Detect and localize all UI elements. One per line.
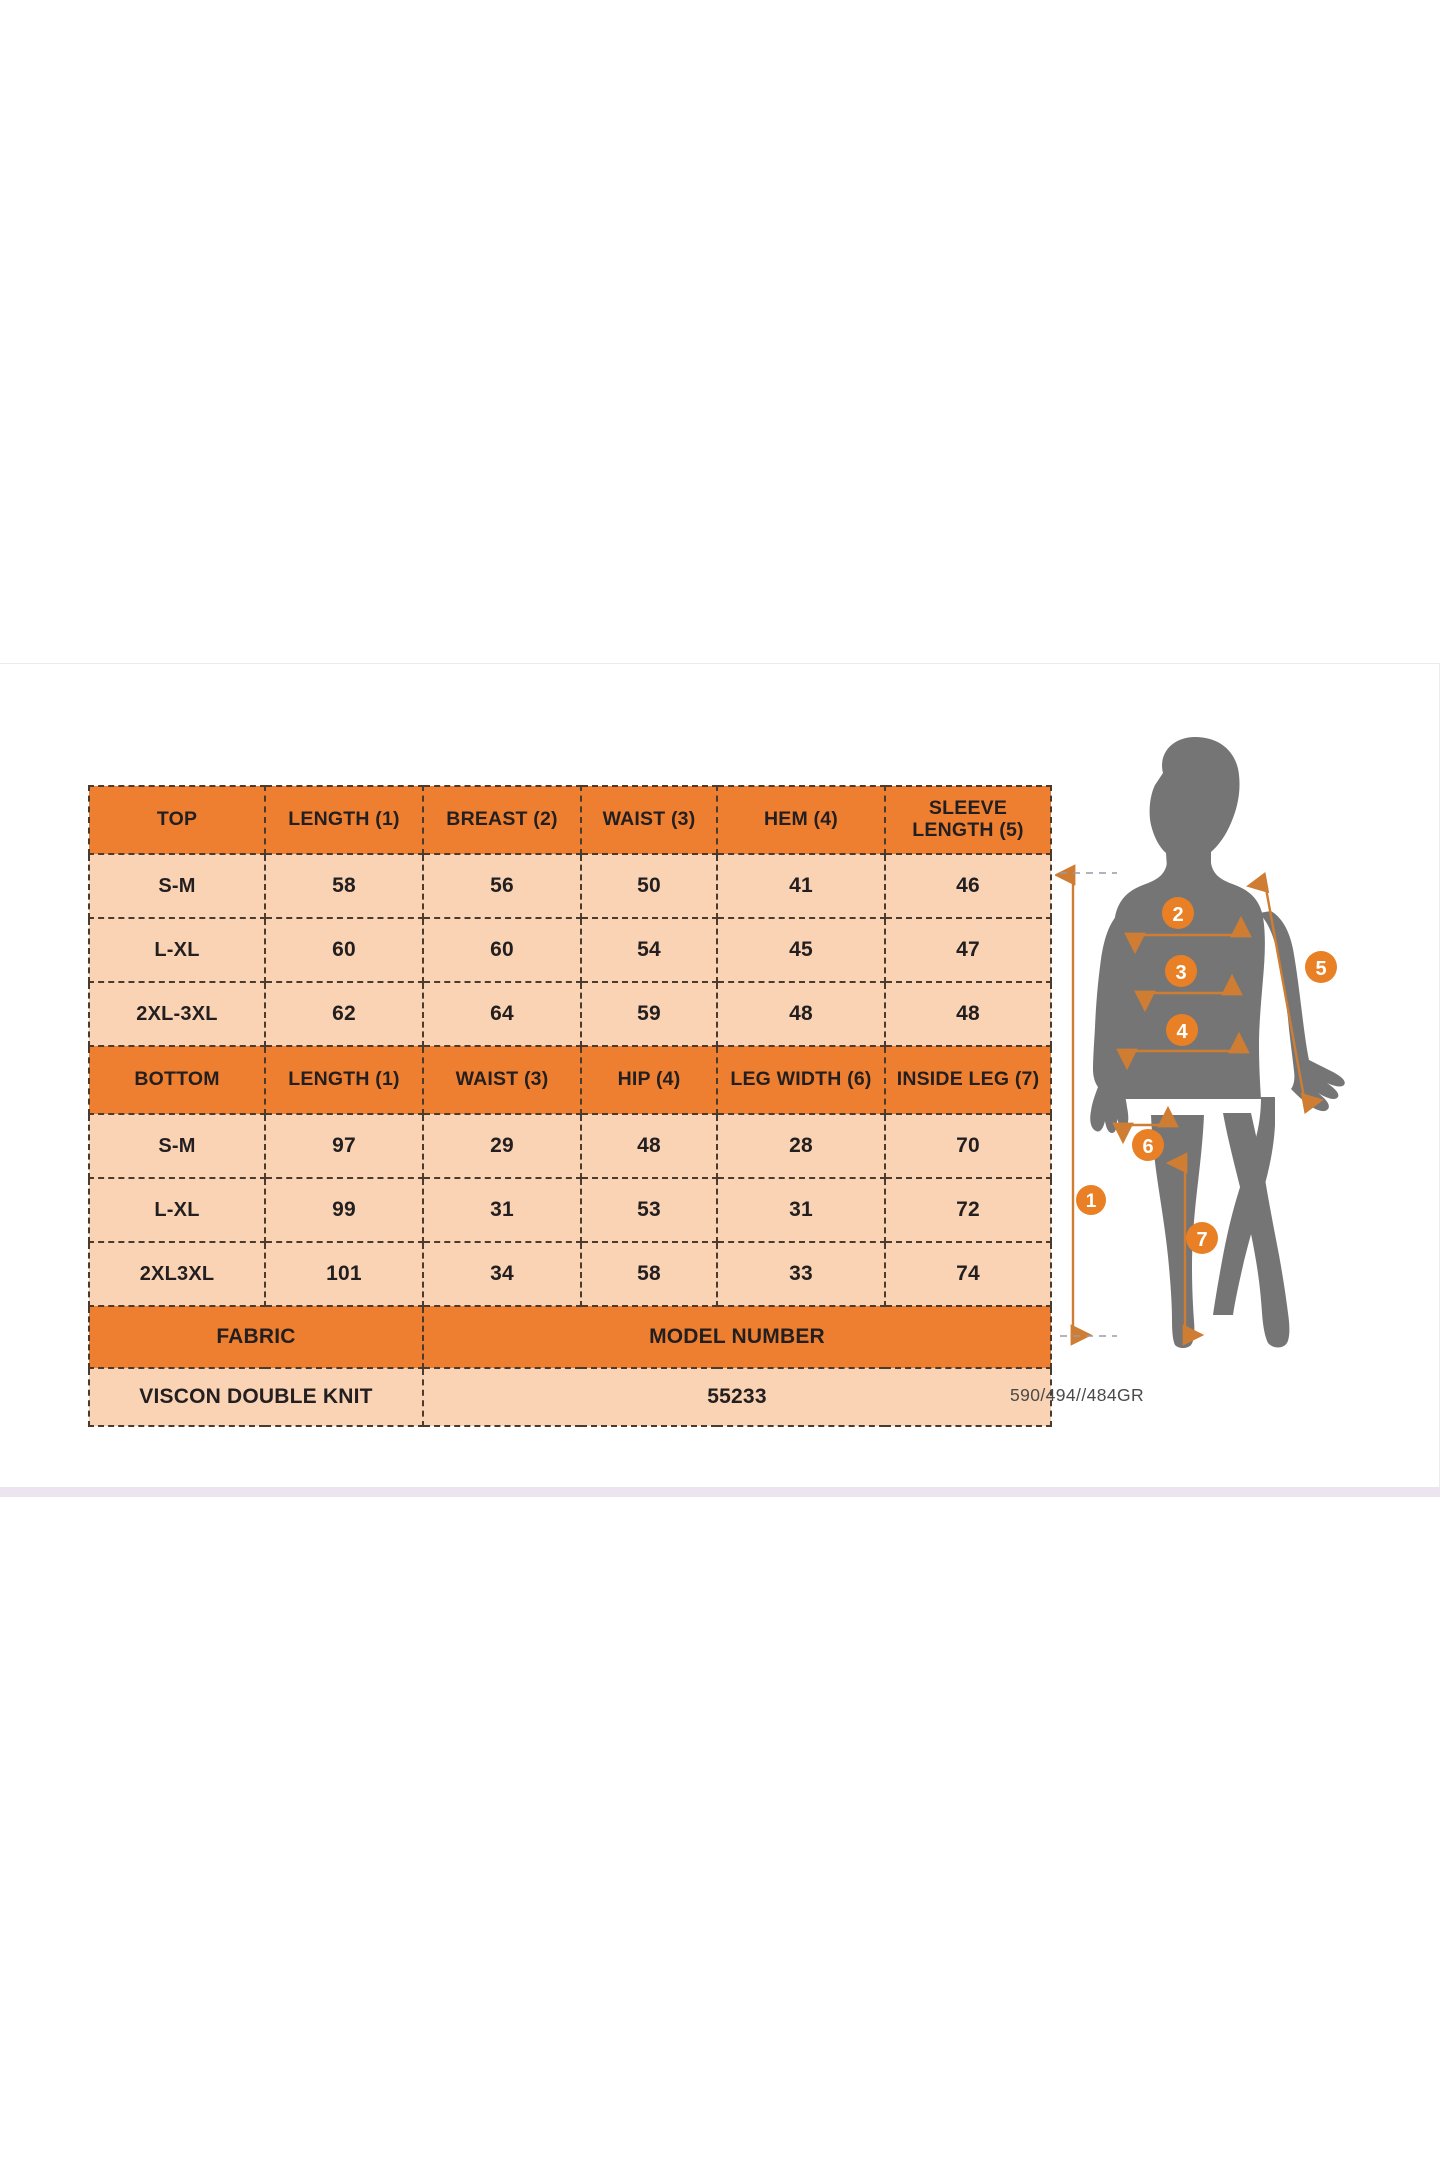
cell-bottom-lxl-waist: 31 [422, 1177, 582, 1243]
cell-top-2xl3xl-breast: 64 [422, 981, 582, 1047]
cell-top-lxl-sleeve: 47 [884, 917, 1052, 983]
table-footer-value-row: VISCON DOUBLE KNIT 55233 [88, 1367, 1052, 1427]
cell-bottom-sm-hip: 48 [580, 1113, 718, 1179]
cell-top-lxl-hem: 45 [716, 917, 886, 983]
cell-bottom-2xl3xl-inside-leg: 74 [884, 1241, 1052, 1307]
marker-2-label: 2 [1172, 904, 1183, 926]
table-row: 2XL-3XL 62 64 59 48 48 [88, 981, 1052, 1047]
cell-bottom-sm-leg-width: 28 [716, 1113, 886, 1179]
header-fabric: FABRIC [88, 1305, 424, 1369]
value-model-number: 55233 [422, 1367, 1052, 1427]
cell-bottom-lxl-length: 99 [264, 1177, 424, 1243]
row-label-top-lxl: L-XL [88, 917, 266, 983]
cell-top-lxl-waist: 54 [580, 917, 718, 983]
mannequin-silhouette [1090, 737, 1345, 1348]
header-top-length: LENGTH (1) [264, 785, 424, 855]
header-top-sleeve-length: SLEEVE LENGTH (5) [884, 785, 1052, 855]
table-row: S-M 97 29 48 28 70 [88, 1113, 1052, 1179]
marker-2: 2 [1162, 897, 1194, 929]
header-model-number: MODEL NUMBER [422, 1305, 1052, 1369]
card-bottom-band [0, 1488, 1440, 1497]
marker-7-label: 7 [1196, 1229, 1207, 1251]
cell-bottom-2xl3xl-waist: 34 [422, 1241, 582, 1307]
cell-bottom-lxl-leg-width: 31 [716, 1177, 886, 1243]
row-label-top-2xl3xl: 2XL-3XL [88, 981, 266, 1047]
row-label-bottom-lxl: L-XL [88, 1177, 266, 1243]
measurement-diagram: 1 2 3 4 5 [1055, 735, 1400, 1355]
table-header-row-top: TOP LENGTH (1) BREAST (2) WAIST (3) HEM … [88, 785, 1052, 855]
table-row: L-XL 60 60 54 45 47 [88, 917, 1052, 983]
marker-5-label: 5 [1315, 958, 1326, 980]
cell-bottom-sm-waist: 29 [422, 1113, 582, 1179]
cell-top-lxl-breast: 60 [422, 917, 582, 983]
marker-7: 7 [1186, 1222, 1218, 1254]
row-label-top-sm: S-M [88, 853, 266, 919]
marker-bubbles: 1 2 3 4 5 [1076, 897, 1337, 1254]
value-fabric: VISCON DOUBLE KNIT [88, 1367, 424, 1427]
cell-bottom-2xl3xl-leg-width: 33 [716, 1241, 886, 1307]
table-footer-header-row: FABRIC MODEL NUMBER [88, 1305, 1052, 1369]
cell-top-sm-hem: 41 [716, 853, 886, 919]
cell-bottom-sm-length: 97 [264, 1113, 424, 1179]
cell-bottom-2xl3xl-hip: 58 [580, 1241, 718, 1307]
header-top-waist: WAIST (3) [580, 785, 718, 855]
header-bottom-inside-leg: INSIDE LEG (7) [884, 1045, 1052, 1115]
header-top-hem: HEM (4) [716, 785, 886, 855]
cell-top-2xl3xl-sleeve: 48 [884, 981, 1052, 1047]
arrow-sleeve-length-5 [1246, 871, 1324, 1115]
marker-4-label: 4 [1176, 1021, 1188, 1043]
cell-bottom-lxl-inside-leg: 72 [884, 1177, 1052, 1243]
cell-top-sm-waist: 50 [580, 853, 718, 919]
cell-top-sm-breast: 56 [422, 853, 582, 919]
marker-1-label: 1 [1086, 1191, 1097, 1212]
measurement-arrows [1055, 864, 1324, 1346]
marker-5: 5 [1305, 951, 1337, 983]
product-code-label: 590/494//484GR [1010, 1385, 1145, 1405]
marker-6: 6 [1132, 1129, 1164, 1161]
cell-top-sm-sleeve: 46 [884, 853, 1052, 919]
cell-top-lxl-length: 60 [264, 917, 424, 983]
table-header-row-bottom: BOTTOM LENGTH (1) WAIST (3) HIP (4) LEG … [88, 1045, 1052, 1115]
cell-top-2xl3xl-waist: 59 [580, 981, 718, 1047]
marker-3-label: 3 [1175, 962, 1186, 984]
table-row: S-M 58 56 50 41 46 [88, 853, 1052, 919]
marker-4: 4 [1166, 1014, 1198, 1046]
cell-top-2xl3xl-hem: 48 [716, 981, 886, 1047]
table-row: L-XL 99 31 53 31 72 [88, 1177, 1052, 1243]
cell-bottom-2xl3xl-length: 101 [264, 1241, 424, 1307]
row-label-bottom-sm: S-M [88, 1113, 266, 1179]
marker-6-label: 6 [1142, 1136, 1153, 1158]
header-bottom-waist: WAIST (3) [422, 1045, 582, 1115]
marker-3: 3 [1165, 955, 1197, 987]
marker-1: 1 [1076, 1185, 1106, 1215]
cell-bottom-lxl-hip: 53 [580, 1177, 718, 1243]
header-top: TOP [88, 785, 266, 855]
header-bottom: BOTTOM [88, 1045, 266, 1115]
header-bottom-length: LENGTH (1) [264, 1045, 424, 1115]
header-top-breast: BREAST (2) [422, 785, 582, 855]
measurement-guide-lines [1060, 872, 1117, 1337]
cell-top-sm-length: 58 [264, 853, 424, 919]
header-bottom-leg-width: LEG WIDTH (6) [716, 1045, 886, 1115]
table-row: 2XL3XL 101 34 58 33 74 [88, 1241, 1052, 1307]
cell-bottom-sm-inside-leg: 70 [884, 1113, 1052, 1179]
row-label-bottom-2xl3xl: 2XL3XL [88, 1241, 266, 1307]
cell-top-2xl3xl-length: 62 [264, 981, 424, 1047]
size-chart-table: TOP LENGTH (1) BREAST (2) WAIST (3) HEM … [88, 785, 1052, 1427]
header-bottom-hip: HIP (4) [580, 1045, 718, 1115]
